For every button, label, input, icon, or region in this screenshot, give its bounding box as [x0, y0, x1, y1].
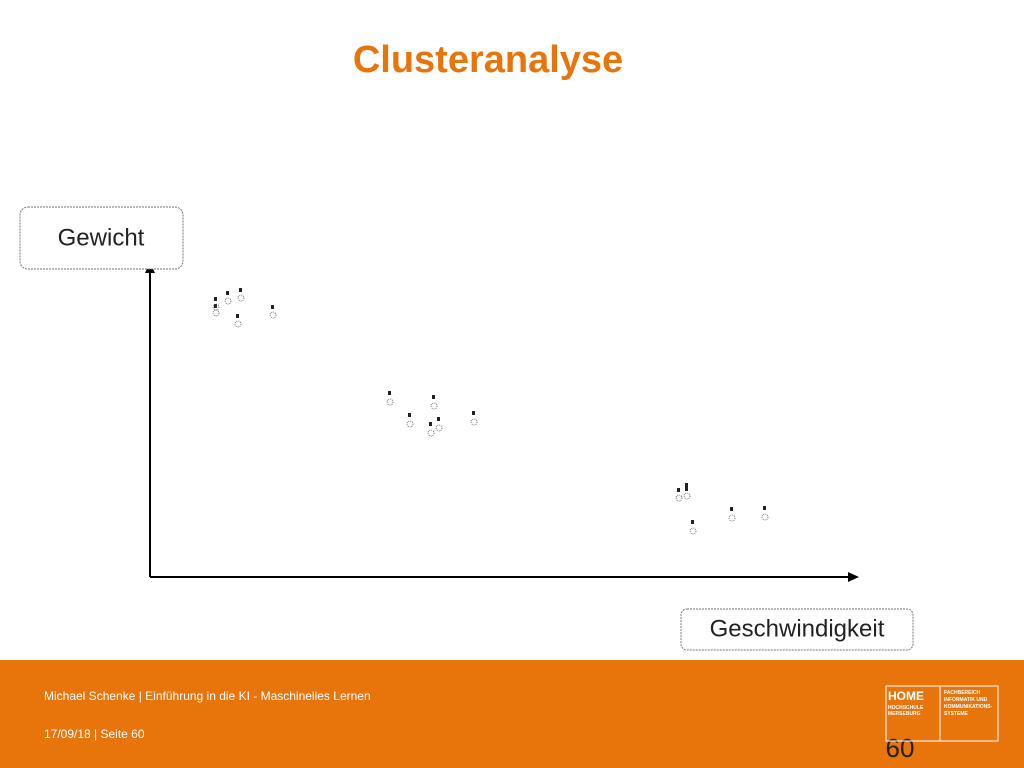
point — [430, 395, 438, 410]
logo-school: HOCHSCHULE MERSEBURG — [888, 705, 924, 717]
point — [435, 417, 443, 432]
y-label-box — [19, 206, 184, 270]
footer-author: Michael Schenke | Einführung in die KI -… — [44, 689, 371, 703]
points — [212, 288, 769, 535]
footer-band — [0, 660, 1024, 768]
footer-date: 17/09/18 | Seite 60 — [44, 727, 145, 741]
logo-frame — [885, 685, 999, 742]
x-label: Geschwindigkeit — [710, 615, 885, 642]
point — [675, 488, 683, 502]
point — [234, 314, 242, 328]
point — [224, 291, 232, 305]
point — [406, 413, 414, 428]
logo-name: HOME — [888, 689, 924, 703]
x-label-box — [680, 608, 914, 651]
point — [689, 520, 697, 535]
logo-department: FACHBEREICH INFORMATIK UND KOMMUNIKATION… — [944, 690, 993, 717]
page-number: 60 — [886, 733, 915, 763]
slide-title: Clusteranalyse — [353, 39, 623, 81]
point — [470, 411, 478, 426]
point — [683, 483, 691, 500]
logo-department-box: FACHBEREICH INFORMATIK UND KOMMUNIKATION… — [944, 690, 993, 717]
point — [237, 288, 245, 302]
point — [212, 297, 220, 317]
logo-school-box: HOCHSCHULE MERSEBURG — [888, 705, 924, 717]
point — [212, 303, 220, 311]
point — [761, 506, 769, 521]
point — [269, 305, 277, 319]
point — [427, 422, 435, 437]
y-label: Gewicht — [58, 224, 145, 251]
point — [386, 391, 394, 406]
point — [728, 507, 736, 522]
x-arrow — [848, 572, 859, 582]
